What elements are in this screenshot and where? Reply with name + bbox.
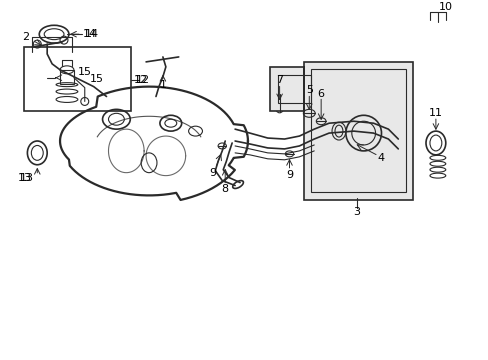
- Text: 14: 14: [84, 29, 99, 39]
- Text: 3: 3: [352, 207, 360, 217]
- Text: 2: 2: [22, 32, 29, 42]
- Text: 15: 15: [78, 67, 92, 77]
- Text: 6: 6: [317, 89, 324, 99]
- Text: 9: 9: [285, 170, 292, 180]
- Text: 1: 1: [159, 80, 166, 90]
- Text: 11: 11: [428, 108, 442, 118]
- Text: 12: 12: [134, 75, 148, 85]
- Text: 8: 8: [221, 184, 228, 194]
- Polygon shape: [269, 62, 412, 201]
- Text: 13: 13: [20, 172, 33, 183]
- Text: 4: 4: [377, 153, 384, 163]
- Bar: [60, 70, 74, 84]
- Text: 7: 7: [276, 75, 283, 85]
- Text: 15: 15: [89, 74, 103, 84]
- Text: 14: 14: [82, 29, 97, 39]
- Text: 5: 5: [305, 85, 312, 95]
- Text: 9: 9: [208, 168, 216, 178]
- Text: 12: 12: [136, 75, 150, 85]
- Text: 10: 10: [438, 3, 452, 13]
- Text: 13: 13: [18, 172, 31, 183]
